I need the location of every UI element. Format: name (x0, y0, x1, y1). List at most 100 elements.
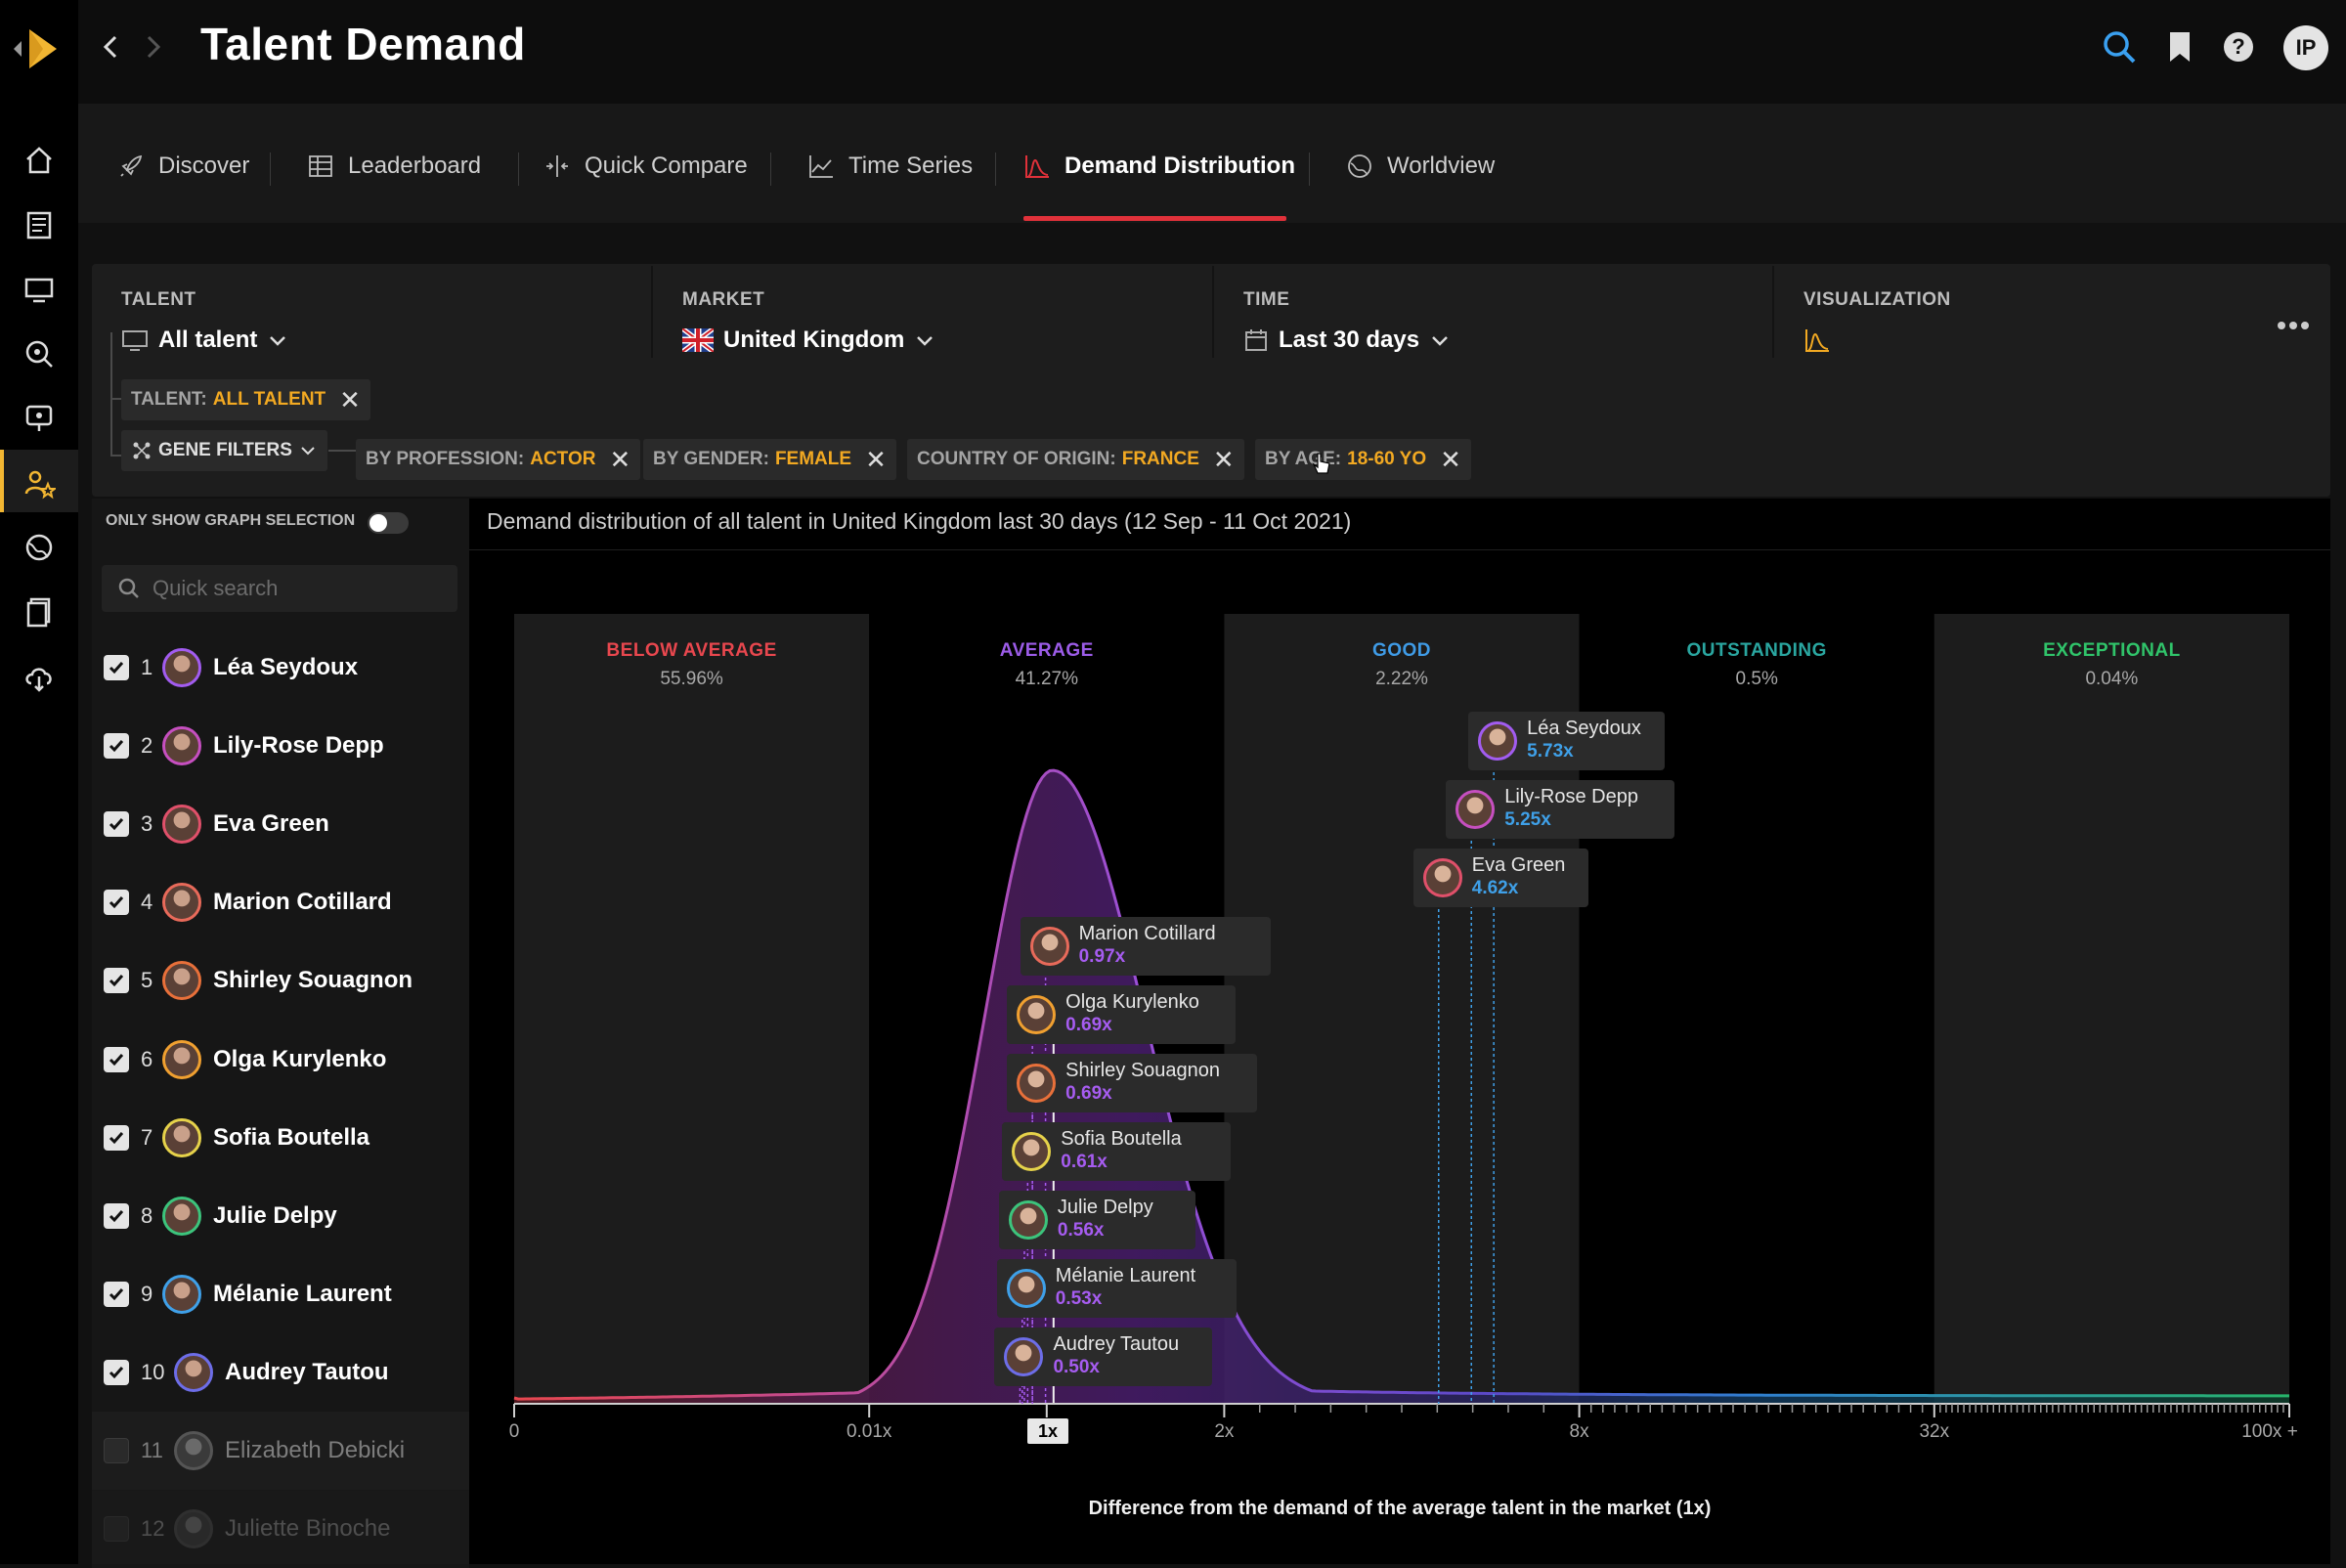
logo[interactable] (10, 20, 68, 78)
talent-marker-value: 0.50x (1053, 1357, 1100, 1377)
checkbox[interactable] (104, 1202, 129, 1229)
close-icon[interactable]: ✕ (609, 445, 631, 474)
talent-marker-name: Audrey Tautou (1053, 1333, 1180, 1355)
forward-button[interactable] (135, 29, 170, 65)
list-item[interactable]: 11 Elizabeth Debicki (92, 1412, 469, 1490)
talent-marker-card[interactable]: Léa Seydoux 5.73x (1468, 712, 1666, 770)
market-filter-title: MARKET (682, 289, 765, 310)
rail-item-news[interactable] (18, 203, 61, 246)
tab-demand-distribution[interactable]: Demand Distribution (1023, 147, 1295, 186)
close-icon[interactable]: ✕ (1440, 445, 1461, 474)
talent-marker-card[interactable]: Olga Kurylenko 0.69x (1007, 985, 1237, 1044)
talent-marker-card[interactable]: Lily-Rose Depp 5.25x (1446, 780, 1675, 839)
checkbox[interactable] (104, 733, 129, 760)
top-bar (78, 0, 2346, 104)
tab-discover[interactable]: Discover (117, 147, 249, 186)
talent-marker-card[interactable]: Mélanie Laurent 0.53x (996, 1259, 1237, 1318)
avatar (162, 1039, 201, 1079)
tab-leaderboard[interactable]: Leaderboard (307, 147, 481, 186)
checkbox[interactable] (104, 1124, 129, 1151)
visualization-select[interactable] (1803, 323, 1831, 358)
tab-time-series[interactable]: Time Series (807, 147, 973, 186)
time-select[interactable]: Last 30 days (1243, 323, 1451, 358)
list-item[interactable]: 7 Sofia Boutella (92, 1099, 469, 1177)
rank-number: 8 (141, 1202, 153, 1228)
list-item[interactable]: 5 Shirley Souagnon (92, 941, 469, 1020)
bookmark-button[interactable] (2156, 23, 2203, 70)
checkbox[interactable] (104, 1281, 129, 1307)
rail-item-talent-star[interactable] (18, 461, 61, 504)
talent-marker-value: 0.53x (1055, 1288, 1103, 1309)
quick-search-input[interactable]: Quick search (102, 565, 457, 612)
checkbox[interactable] (104, 1438, 129, 1463)
talent-name: Mélanie Laurent (213, 1280, 392, 1307)
gene-filter-chip[interactable]: COUNTRY OF ORIGIN: FRANCE ✕ (907, 439, 1244, 480)
rank-number: 7 (141, 1124, 153, 1150)
talent-select[interactable]: All talent (121, 323, 288, 358)
gene-filters-dropdown[interactable]: GENE FILTERS (121, 430, 327, 471)
close-icon[interactable]: ✕ (339, 385, 361, 414)
list-item[interactable]: 10 Audrey Tautou (92, 1333, 469, 1412)
more-options-button[interactable] (2274, 311, 2313, 340)
checkbox[interactable] (104, 890, 129, 916)
list-item[interactable]: 12 Juliette Binoche (92, 1490, 469, 1568)
list-item[interactable]: 9 Mélanie Laurent (92, 1255, 469, 1333)
market-select[interactable]: United Kingdom (682, 323, 935, 358)
checkbox[interactable] (104, 1359, 129, 1385)
list-item[interactable]: 3 Eva Green (92, 785, 469, 863)
checkbox[interactable] (104, 968, 129, 994)
rail-item-cloud-download[interactable] (18, 655, 61, 698)
help-button[interactable]: ? (2215, 23, 2262, 70)
list-item[interactable]: 4 Marion Cotillard (92, 863, 469, 941)
tab-label: Quick Compare (585, 152, 748, 179)
checkbox[interactable] (104, 655, 129, 680)
active-tab-indicator (1023, 216, 1286, 221)
rank-number: 10 (141, 1359, 165, 1384)
avatar (174, 1431, 213, 1470)
talent-marker-card[interactable]: Julie Delpy 0.56x (998, 1191, 1195, 1249)
talent-list-panel (92, 499, 469, 1564)
chevron-down-icon (1432, 336, 1448, 346)
rail-item-globe[interactable] (18, 526, 61, 569)
gene-filter-chip[interactable]: BY GENDER: FEMALE ✕ (643, 439, 896, 480)
talent-marker-card[interactable]: Marion Cotillard 0.97x (1020, 917, 1271, 976)
rail-item-explore[interactable] (18, 332, 61, 375)
band-background (1933, 614, 2289, 1404)
talent-name: Lily-Rose Depp (213, 732, 384, 760)
talent-marker-name: Lily-Rose Depp (1504, 786, 1638, 807)
search-button[interactable] (2096, 23, 2143, 70)
close-icon[interactable]: ✕ (865, 445, 887, 474)
tab-quick-compare[interactable]: Quick Compare (543, 147, 748, 186)
list-item[interactable]: 8 Julie Delpy (92, 1177, 469, 1255)
avatar (162, 883, 201, 923)
rail-item-home[interactable] (18, 139, 61, 182)
tab-worldview[interactable]: Worldview (1346, 147, 1495, 186)
avatar (1004, 1337, 1044, 1376)
rail-item-documents[interactable] (18, 590, 61, 633)
checkbox[interactable] (104, 1516, 129, 1543)
talent-marker-card[interactable]: Eva Green 4.62x (1412, 849, 1588, 907)
list-item[interactable]: 2 Lily-Rose Depp (92, 707, 469, 785)
talent-marker-card[interactable]: Sofia Boutella 0.61x (1002, 1122, 1232, 1181)
gene-filter-chip[interactable]: BY AGE: 18-60 YO ✕ (1255, 439, 1471, 480)
close-icon[interactable]: ✕ (1212, 445, 1235, 474)
talent-marker-card[interactable]: Audrey Tautou 0.50x (994, 1328, 1213, 1386)
talent-marker-name: Olga Kurylenko (1065, 991, 1199, 1013)
user-avatar[interactable]: IP (2283, 25, 2328, 70)
chip-key: TALENT: (131, 389, 207, 410)
checkbox[interactable] (104, 811, 129, 838)
talent-marker-card[interactable]: Shirley Souagnon 0.69x (1007, 1054, 1258, 1112)
chevron-down-icon (301, 447, 315, 456)
checkbox[interactable] (104, 1046, 129, 1072)
talent-filter-chip[interactable]: TALENT: ALL TALENT ✕ (121, 379, 370, 420)
rail-item-signal[interactable] (18, 397, 61, 440)
list-item[interactable]: 1 Léa Seydoux (92, 629, 469, 707)
chip-value: ACTOR (530, 449, 596, 469)
list-item[interactable]: 6 Olga Kurylenko (92, 1021, 469, 1099)
rail-item-monitor[interactable] (18, 268, 61, 311)
x-tick-label: 100x + (2241, 1421, 2298, 1442)
gene-filter-chip[interactable]: BY PROFESSION: ACTOR ✕ (356, 439, 641, 480)
back-button[interactable] (94, 29, 129, 65)
rank-number: 9 (141, 1281, 153, 1306)
table-icon (307, 152, 334, 180)
